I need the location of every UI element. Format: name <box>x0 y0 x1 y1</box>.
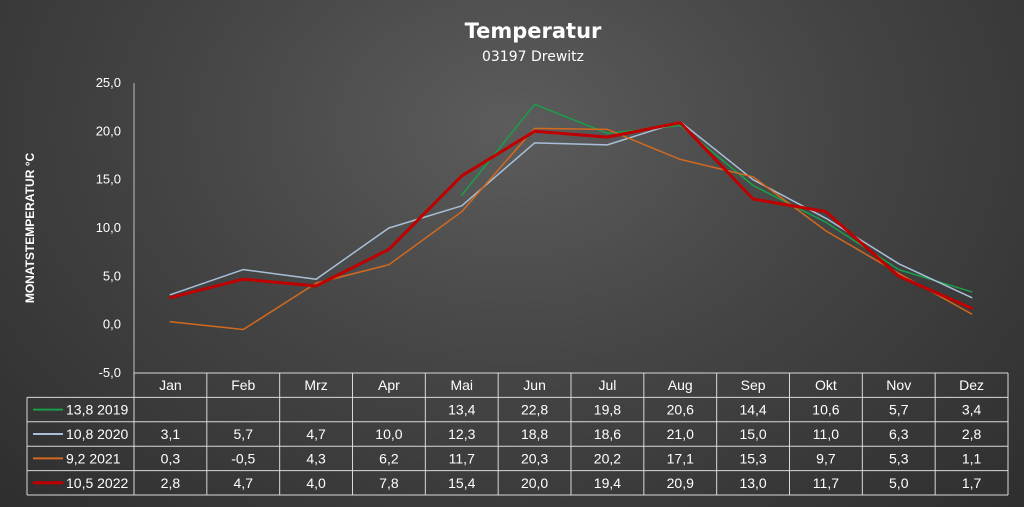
x-category-label: Nov <box>886 377 911 393</box>
table-cell: 18,8 <box>521 426 548 442</box>
y-axis-label: MONATSTEMPERATUR °C <box>23 153 37 304</box>
legend-label: 13,8 2019 <box>66 402 128 418</box>
table-cell: 22,8 <box>521 402 548 418</box>
series-lines <box>168 103 974 331</box>
x-category-label: Sep <box>741 377 766 393</box>
legend-label: 9,2 2021 <box>66 450 121 466</box>
x-category-label: Mrz <box>304 377 327 393</box>
table-cell: 14,4 <box>739 402 766 418</box>
table-cell: 5,3 <box>889 450 909 466</box>
table-cell: 11,7 <box>449 450 475 466</box>
legend-label: 10,8 2020 <box>66 426 128 442</box>
table-cell: -0,5 <box>231 450 255 466</box>
table-cell: 15,4 <box>448 475 475 491</box>
x-category-label: Feb <box>231 377 255 393</box>
x-category-label: Mai <box>450 377 473 393</box>
y-tick-label: 15,0 <box>96 172 121 187</box>
x-category-label: Aug <box>668 377 693 393</box>
table-cell: 13,4 <box>448 402 475 418</box>
table-cell: 5,7 <box>889 402 909 418</box>
table-cell: 15,0 <box>739 426 766 442</box>
table-cell: 1,7 <box>962 475 982 491</box>
table-cell: 4,3 <box>306 450 326 466</box>
table-cell: 5,7 <box>234 426 254 442</box>
table-cell: 4,7 <box>306 426 326 442</box>
table-cell: 7,8 <box>379 475 399 491</box>
table-cell: 19,8 <box>594 402 621 418</box>
table-cell: 17,1 <box>667 450 694 466</box>
series-line <box>169 120 973 299</box>
table-cell: 9,7 <box>816 450 836 466</box>
table-cell: 10,0 <box>375 426 402 442</box>
table-cell: 20,6 <box>667 402 694 418</box>
y-tick-label: 20,0 <box>96 123 121 138</box>
x-category-label: Dez <box>959 377 984 393</box>
y-tick-label: 25,0 <box>96 75 121 90</box>
y-axis-ticks: 25,0 20,0 15,0 10,0 5,0 0,0 -5,0 <box>96 75 135 380</box>
series-line <box>168 121 974 310</box>
legend-label: 10,5 2022 <box>66 475 128 491</box>
table-cell: 21,0 <box>667 426 694 442</box>
table-cell: 2,8 <box>962 426 982 442</box>
data-table: Jan Feb Mrz Apr Mai Jun Jul Aug Sep Okt Nov Dez 13,8… <box>26 372 1009 496</box>
table-cell: 6,2 <box>379 450 399 466</box>
series-line <box>169 127 973 331</box>
table-cell: 12,3 <box>448 426 475 442</box>
table-cell: 5,0 <box>889 475 909 491</box>
y-tick-label: -5,0 <box>99 365 121 380</box>
table-cell: 18,6 <box>594 426 621 442</box>
table-cell: 0,3 <box>161 450 181 466</box>
table-cell: 19,4 <box>594 475 621 491</box>
x-category-label: Jul <box>598 377 616 393</box>
table-cell: 2,8 <box>161 475 181 491</box>
y-tick-label: 5,0 <box>103 268 121 283</box>
table-cell: 11,0 <box>813 426 839 442</box>
x-category-label: Jan <box>159 377 182 393</box>
y-tick-label: 0,0 <box>103 317 121 332</box>
table-cell: 20,3 <box>521 450 548 466</box>
series-line <box>461 103 973 293</box>
table-cell: 1,1 <box>962 450 982 466</box>
table-cell: 4,7 <box>234 475 254 491</box>
table-cell: 15,3 <box>739 450 766 466</box>
table-cell: 6,3 <box>889 426 909 442</box>
chart-subtitle: 03197 Drewitz <box>482 49 584 65</box>
y-tick-label: 10,0 <box>96 220 121 235</box>
table-cell: 20,2 <box>594 450 621 466</box>
table-cell: 20,9 <box>667 475 694 491</box>
table-cell: 3,1 <box>161 426 181 442</box>
table-cell: 20,0 <box>521 475 548 491</box>
table-cell: 11,7 <box>813 475 839 491</box>
x-category-label: Jun <box>523 377 546 393</box>
table-cell: 4,0 <box>306 475 326 491</box>
table-cell: 3,4 <box>962 402 982 418</box>
x-category-label: Apr <box>378 377 400 393</box>
chart-title: Temperatur <box>465 19 602 43</box>
x-category-label: Okt <box>815 377 837 393</box>
table-cell: 13,0 <box>739 475 766 491</box>
table-cell: 10,6 <box>812 402 839 418</box>
